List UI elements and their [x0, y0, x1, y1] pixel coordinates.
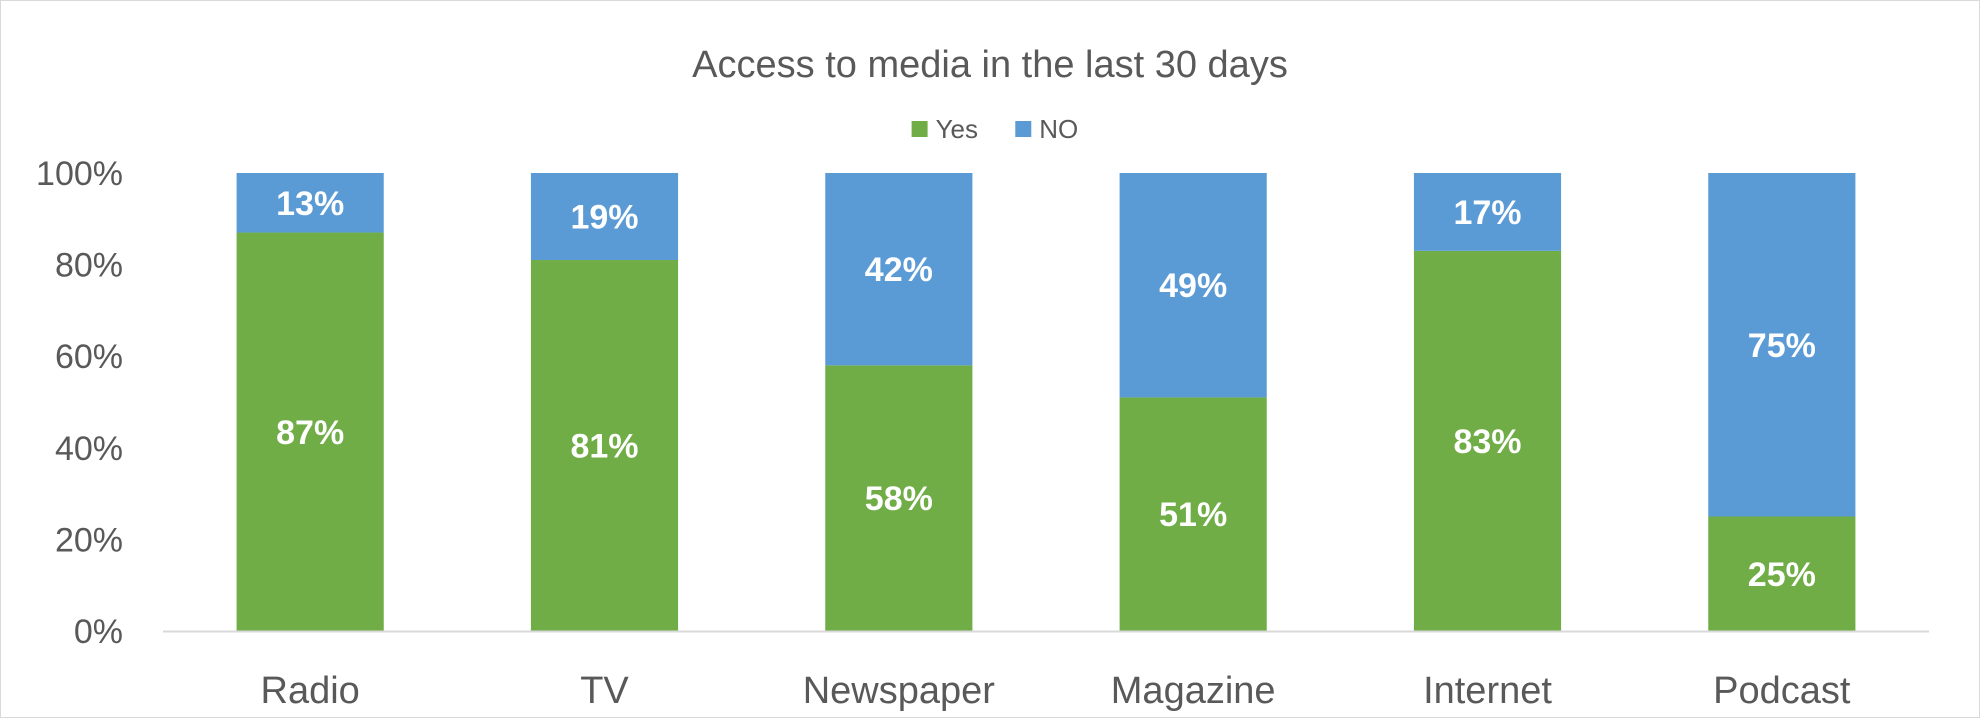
data-label: 58% [865, 480, 933, 518]
data-label: 17% [1453, 194, 1521, 232]
y-tick-label: 40% [55, 430, 123, 468]
legend-label: Yes [936, 114, 978, 144]
bar-yes-magazine [1119, 397, 1267, 631]
data-label: 51% [1159, 496, 1227, 534]
bar-no-tv [530, 173, 679, 261]
bar-yes-newspaper [825, 365, 973, 631]
bar-no-internet [1413, 173, 1562, 251]
bar-no-magazine [1119, 173, 1267, 398]
x-tick-label: TV [580, 670, 629, 712]
legend-swatch-yes [911, 121, 928, 137]
x-tick-label: Internet [1423, 670, 1552, 712]
data-label: 13% [276, 185, 344, 223]
legend: Yes NO [911, 114, 1078, 144]
x-tick-label: Magazine [1111, 670, 1276, 712]
data-label: 25% [1748, 556, 1816, 594]
legend-swatch-no [1015, 121, 1032, 137]
data-label: 81% [570, 428, 638, 466]
data-label: 87% [276, 414, 344, 452]
bar-no-podcast [1708, 173, 1856, 517]
y-axis: 0% 20% 40% 60% 80% 100% [36, 155, 123, 651]
bar-yes-internet [1413, 250, 1562, 632]
x-tick-label: Newspaper [803, 670, 996, 712]
data-label: 49% [1159, 267, 1227, 305]
data-labels: 87% 13% 81% 19% 58% 42% 51% 49% 83% 17% 25% 75% [276, 185, 1816, 594]
bar-no-radio [236, 173, 384, 233]
chart-title: Access to media in the last 30 days [692, 44, 1288, 86]
bars [236, 173, 1856, 632]
y-tick-label: 20% [55, 521, 123, 559]
data-label: 19% [570, 199, 638, 237]
x-tick-label: Radio [261, 670, 360, 712]
bar-yes-tv [530, 260, 679, 631]
x-axis: Radio TV Newspaper Magazine Internet Podcast [163, 630, 1929, 712]
y-tick-label: 0% [74, 613, 123, 651]
legend-label: NO [1039, 114, 1078, 144]
x-tick-label: Podcast [1713, 670, 1851, 712]
bar-yes-radio [236, 232, 384, 632]
y-tick-label: 80% [55, 247, 123, 285]
bar-yes-podcast [1708, 516, 1856, 631]
y-tick-label: 100% [36, 155, 123, 193]
data-label: 75% [1748, 327, 1816, 365]
data-label: 83% [1453, 423, 1521, 461]
y-tick-label: 60% [55, 338, 123, 376]
data-label: 42% [865, 251, 933, 289]
bar-no-newspaper [825, 173, 973, 366]
